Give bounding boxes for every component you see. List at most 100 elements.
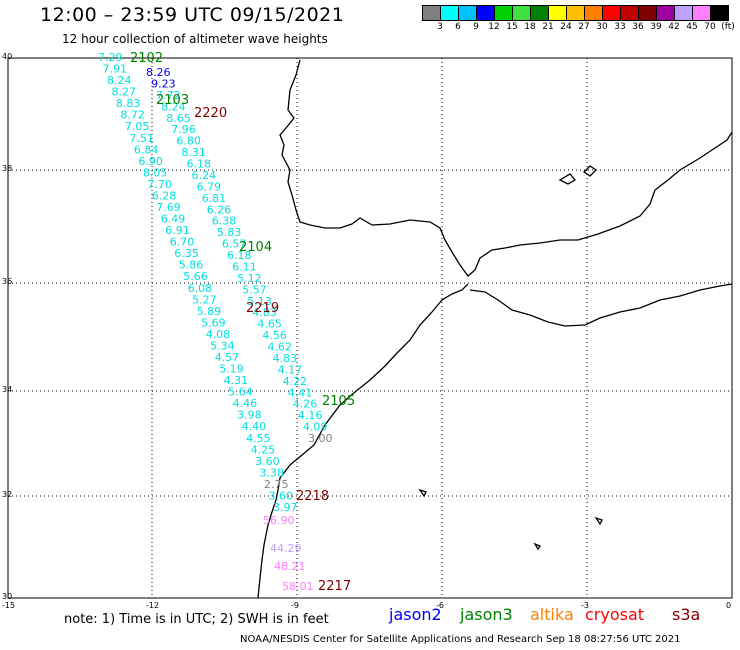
wave-height-value: 8.31 xyxy=(181,146,206,159)
altimeter-tracks: 7.297.918.248.278.838.727.057.516.846.90… xyxy=(98,51,333,593)
latitude-label: 34 xyxy=(2,385,13,394)
wave-height-value: 6.35 xyxy=(174,247,199,260)
wave-height-value: 3.60 xyxy=(269,490,294,503)
wave-height-value: 8.24 xyxy=(107,74,132,87)
wave-height-value: 6.08 xyxy=(188,282,213,295)
scale-label: 24 xyxy=(560,22,572,32)
wave-height-value: 56.90 xyxy=(263,514,295,527)
pass-number-label: 2219 xyxy=(246,301,279,316)
scale-label: 36 xyxy=(632,22,644,32)
wave-height-value: 6.18 xyxy=(227,249,252,262)
pass-number-label: 2217 xyxy=(318,579,351,594)
scale-label: 39 xyxy=(650,22,662,32)
wave-height-value: 4.17 xyxy=(278,363,303,376)
wave-height-value: 5.57 xyxy=(242,283,267,296)
scale-swatch xyxy=(710,5,729,21)
latitude-label: 38 xyxy=(2,164,13,173)
wave-height-value: 5.69 xyxy=(201,316,226,329)
wave-height-value: 6.91 xyxy=(165,224,190,237)
wave-height-value: 4.46 xyxy=(233,397,258,410)
wave-height-value: 3.98 xyxy=(237,409,262,422)
legend-s3a: s3a xyxy=(672,605,701,624)
wave-height-value: 3.97 xyxy=(273,501,298,514)
scale-label: (ft) xyxy=(721,22,735,32)
scale-label: 27 xyxy=(578,22,590,32)
wave-height-value: 6.49 xyxy=(161,213,186,226)
pass-number-label: 2220 xyxy=(194,106,227,121)
iberia-coastline xyxy=(279,59,733,277)
wave-height-value: 4.16 xyxy=(298,409,323,422)
color-scale xyxy=(422,5,729,21)
latitude-label: 32 xyxy=(2,490,13,499)
wave-height-value: 4.31 xyxy=(224,374,249,387)
wave-height-value: 6.79 xyxy=(197,180,222,193)
balearic-islands xyxy=(558,165,598,185)
pass-number-label: 2102 xyxy=(130,51,163,66)
wave-height-value: 8.05 xyxy=(143,166,168,179)
wave-height-value: 4.26 xyxy=(293,398,318,411)
wave-height-value: 6.38 xyxy=(212,215,237,228)
wave-height-value: 4.40 xyxy=(242,420,267,433)
wave-height-value: 4.55 xyxy=(246,432,271,445)
wave-height-value: 4.62 xyxy=(268,341,293,354)
wave-height-value: 7.72 xyxy=(156,89,181,102)
wave-height-value: 6.90 xyxy=(138,155,163,168)
wave-height-value: 58.01 xyxy=(282,580,314,593)
wave-height-value: 7.96 xyxy=(171,123,196,136)
scale-label: 18 xyxy=(524,22,536,32)
scale-label: 45 xyxy=(686,22,698,32)
wave-height-value: 4.57 xyxy=(215,351,240,364)
note-text: note: 1) Time is in UTC; 2) SWH is in fe… xyxy=(64,612,329,627)
pass-number-label: 2218 xyxy=(296,489,329,504)
pass-number-label: 2103 xyxy=(156,93,189,108)
wave-height-value: 7.70 xyxy=(147,178,172,191)
wave-height-value: 5.83 xyxy=(217,226,242,239)
wave-height-value: 6.18 xyxy=(187,158,212,171)
wave-height-value: 6.28 xyxy=(152,190,177,203)
legend-jason3: jason3 xyxy=(460,605,513,624)
wave-height-value: 44.29 xyxy=(270,542,302,555)
wave-height-value: 6.80 xyxy=(176,135,201,148)
map-title: 12:00 – 23:59 UTC 09/15/2021 xyxy=(40,4,345,26)
wave-height-value: 5.27 xyxy=(192,293,217,306)
legend-cryosat: cryosat xyxy=(585,605,645,624)
longitude-label: 0 xyxy=(726,601,732,610)
wave-height-value: 5.34 xyxy=(210,340,235,353)
pass-number-label: 2105 xyxy=(322,394,355,409)
algeria-coastline xyxy=(469,283,733,327)
wave-height-value: 48.21 xyxy=(274,560,306,573)
wave-height-value: 8.26 xyxy=(146,66,171,79)
coast-island-1 xyxy=(418,488,603,551)
longitude-label: -3 xyxy=(581,601,589,610)
scale-label: 42 xyxy=(668,22,680,32)
scale-label: 21 xyxy=(542,22,554,32)
wave-height-value: 7.29 xyxy=(98,51,123,64)
wave-height-value: 6.26 xyxy=(207,203,232,216)
scale-label: 9 xyxy=(473,22,479,32)
scale-label: 33 xyxy=(614,22,626,32)
wave-height-value: 7.51 xyxy=(129,132,154,145)
wave-height-value: 6.11 xyxy=(232,260,257,273)
wave-height-value: 8.27 xyxy=(112,86,137,99)
footer-credit: NOAA/NESDIS Center for Satellite Applica… xyxy=(240,634,681,645)
scale-label: 3 xyxy=(437,22,443,32)
wave-height-value: 6.24 xyxy=(192,169,217,182)
wave-height-value: 9.23 xyxy=(151,77,176,90)
legend-jason2: jason2 xyxy=(389,605,442,624)
wave-height-value: 5.12 xyxy=(237,272,262,285)
scale-label: 6 xyxy=(455,22,461,32)
wave-height-value: 5.86 xyxy=(179,259,204,272)
scale-label: 15 xyxy=(506,22,518,32)
latitude-label: 40 xyxy=(2,52,13,61)
wave-height-value: 4.83 xyxy=(252,306,276,319)
wave-height-value: 5.89 xyxy=(197,305,222,318)
map-subtitle: 12 hour collection of altimeter wave hei… xyxy=(62,32,328,46)
scale-label: 70 xyxy=(704,22,716,32)
legend-altika: altika xyxy=(530,605,574,624)
pass-number-label: 2104 xyxy=(239,240,272,255)
wave-height-value: 2.75 xyxy=(264,478,289,491)
wave-height-value: 3.38 xyxy=(260,466,285,479)
wave-height-value: 7.91 xyxy=(103,63,128,76)
latitude-label: 30 xyxy=(2,592,13,601)
